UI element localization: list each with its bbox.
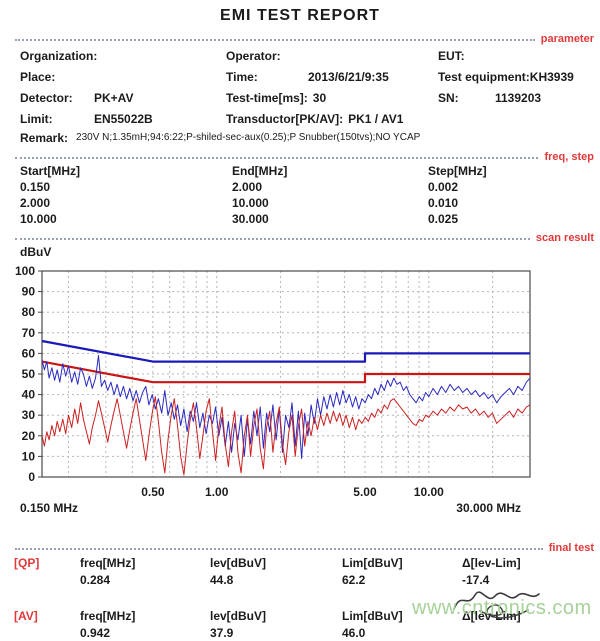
av-lim-value: 46.0: [342, 625, 366, 640]
dotted-line: [15, 238, 530, 240]
svg-text:60: 60: [22, 346, 36, 360]
separator-scan-result: scan result: [0, 229, 600, 244]
freq-step-row: 10.000 30.000 0.025: [20, 212, 459, 226]
field-detector: Detector: PK+AV: [20, 90, 134, 105]
svg-text:0.50: 0.50: [141, 485, 165, 499]
parameter-row-4: Limit: EN55022B Transductor[PK/AV]: PK1 / …: [0, 108, 600, 129]
qp-delta-value: -17.4: [462, 572, 490, 587]
watermark-text: www.cntronics.com: [412, 597, 592, 619]
svg-text:0: 0: [28, 470, 35, 484]
qp-detector-label: [QP]: [14, 555, 40, 570]
chart-y-axis-title: dBuV: [20, 245, 52, 259]
svg-text:100: 100: [15, 264, 35, 278]
parameter-row-1: Organization: Operator: EUT:: [0, 45, 600, 66]
qp-table-header: [QP] freq[MHz] lev[dBuV] Lim[dBuV] Δ[lev…: [14, 555, 521, 570]
field-organization: Organization:: [20, 48, 98, 63]
av-detector-label: [AV]: [14, 608, 38, 623]
page-title: EMI TEST REPORT: [220, 7, 380, 24]
qp-freq-value: 0.284: [80, 572, 111, 587]
svg-text:10.00: 10.00: [414, 485, 444, 499]
svg-text:10: 10: [22, 449, 36, 463]
handwritten-scribble: [453, 591, 540, 619]
field-remark: Remark: 230V N;1.35mH;94:6:22;P-shiled-s…: [20, 130, 421, 145]
dotted-line: [15, 548, 543, 550]
section-label-final-test: final test: [548, 542, 594, 554]
freq-step-row: 2.000 10.000 0.010: [20, 196, 459, 210]
dotted-line: [15, 39, 535, 41]
parameter-row-2: Place: Time: 2013/6/21/9:35 Test equipmen…: [0, 66, 600, 87]
emi-scan-chart: 0 10 20 30 40 50 60 70 80 90 100 0.50 1.00 5.00 10.00: [15, 264, 531, 499]
freq-step-header: Start[MHz] End[MHz] Step[MHz]: [20, 164, 487, 178]
svg-text:1.00: 1.00: [205, 485, 229, 499]
chart-end-frequency: 30.000 MHz: [456, 501, 521, 515]
av-table-header: [AV] freq[MHz] lev[dBuV] Lim[dBuV] Δ[lev…: [14, 608, 521, 623]
qp-lev-value: 44.8: [210, 572, 234, 587]
av-lev-value: 37.9: [210, 625, 234, 640]
field-transductor: Transductor[PK/AV]: PK1 / AV1: [226, 111, 404, 126]
remark-value: 230V N;1.35mH;94:6:22;P-shiled-sec-aux(0…: [76, 132, 421, 143]
parameter-row-3: Detector: PK+AV Test-time[ms]: 30 SN: 11392…: [0, 87, 600, 108]
svg-text:90: 90: [22, 285, 36, 299]
qp-lim-value: 62.2: [342, 572, 366, 587]
field-sn: SN: 1139203: [438, 90, 542, 105]
chart-start-frequency: 0.150 MHz: [20, 501, 79, 515]
section-label-parameter: parameter: [540, 33, 594, 45]
svg-text:50: 50: [22, 367, 36, 381]
scan-chart-container: 0 10 20 30 40 50 60 70 80 90 100 0.50 1.00 5.00 10.00: [0, 261, 600, 499]
svg-text:40: 40: [22, 388, 36, 402]
field-test-equipment: Test equipment:KH3939: [438, 69, 574, 84]
av-freq-value: 0.942: [80, 625, 111, 640]
svg-text:70: 70: [22, 326, 36, 340]
freq-step-row: 0.150 2.000 0.002: [20, 180, 459, 194]
qp-table-values: 0.284 44.8 62.2 -17.4: [0, 571, 600, 588]
field-time: Time: 2013/6/21/9:35: [226, 69, 389, 84]
svg-text:30: 30: [22, 408, 36, 422]
svg-text:5.00: 5.00: [353, 485, 377, 499]
chart-frequency-range: 0.150 MHz 30.000 MHz: [0, 501, 600, 517]
section-label-freq-step: freq, step: [544, 151, 594, 163]
field-test-time: Test-time[ms]: 30: [226, 90, 327, 105]
separator-parameter: parameter: [0, 30, 600, 45]
svg-text:80: 80: [22, 305, 36, 319]
separator-final-test: final test: [0, 539, 600, 554]
field-limit: Limit: EN55022B: [20, 111, 153, 126]
svg-text:20: 20: [22, 429, 36, 443]
field-eut: EUT:: [438, 48, 465, 63]
separator-freq-step: freq, step: [0, 148, 600, 163]
section-label-scan-result: scan result: [535, 232, 594, 244]
dotted-line: [15, 157, 539, 159]
field-operator: Operator:: [226, 48, 281, 63]
field-place: Place:: [20, 69, 56, 84]
